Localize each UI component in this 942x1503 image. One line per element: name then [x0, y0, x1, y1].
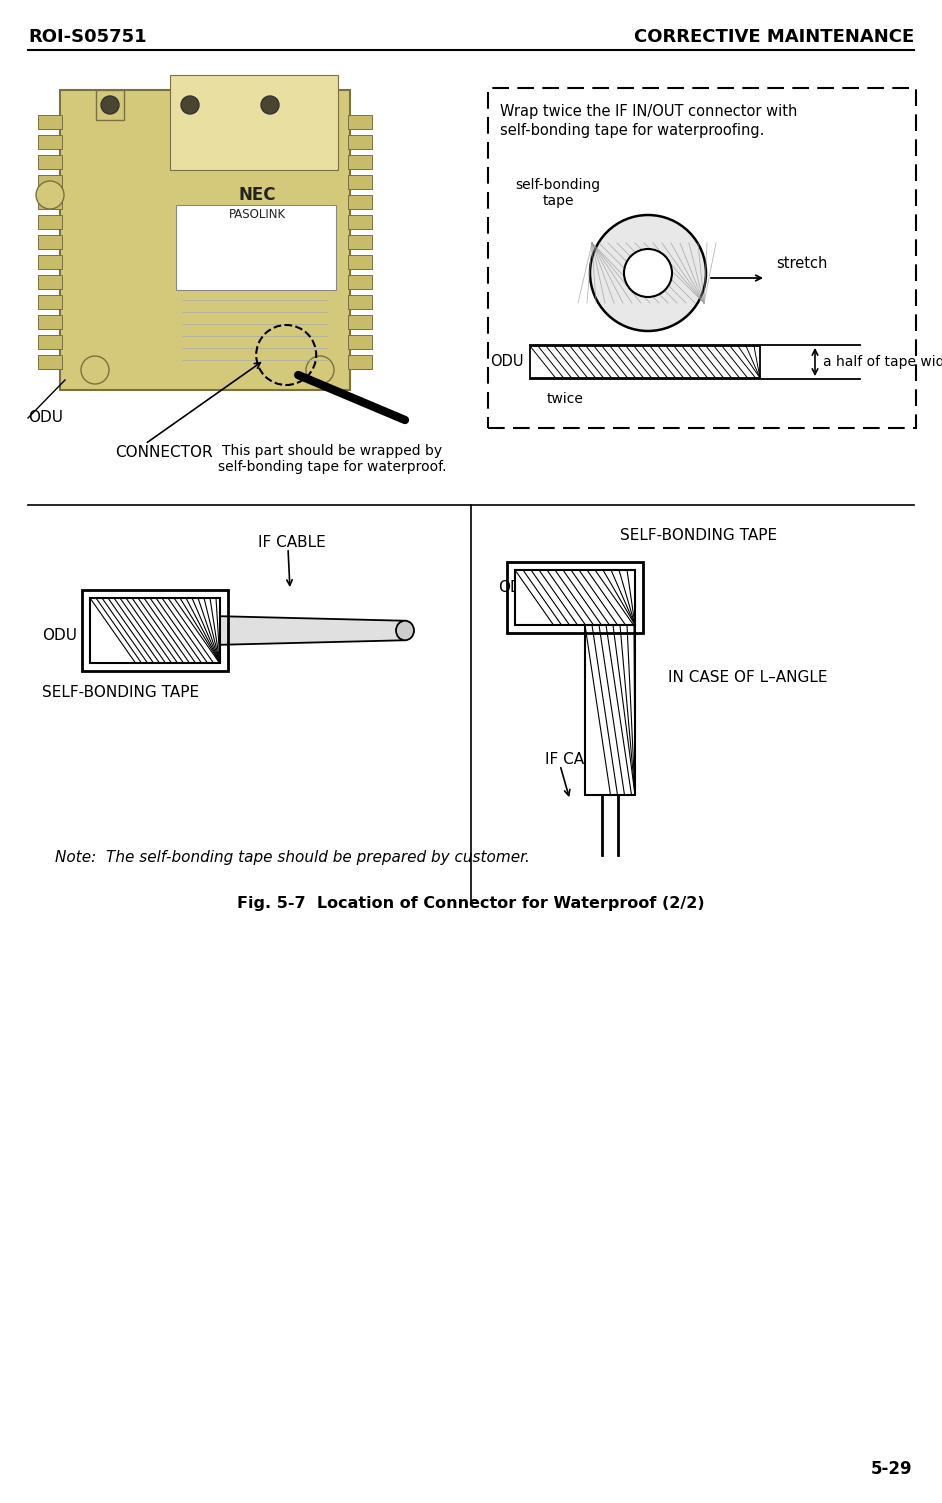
Text: self-bonding tape for waterproofing.: self-bonding tape for waterproofing.: [500, 123, 764, 138]
Text: CONNECTOR: CONNECTOR: [115, 445, 213, 460]
Bar: [256, 90, 284, 120]
Bar: [96, 90, 124, 120]
Text: twice: twice: [546, 392, 583, 406]
Bar: [348, 355, 372, 370]
Circle shape: [101, 96, 119, 114]
Bar: [38, 174, 62, 189]
Text: Note:  The self-bonding tape should be prepared by customer.: Note: The self-bonding tape should be pr…: [55, 851, 529, 866]
Text: IF CABLE: IF CABLE: [258, 535, 326, 550]
Bar: [38, 234, 62, 249]
Bar: [348, 155, 372, 168]
Text: IF CABLE: IF CABLE: [545, 752, 612, 767]
Bar: [38, 316, 62, 329]
Bar: [530, 346, 760, 377]
Circle shape: [261, 96, 279, 114]
Bar: [38, 116, 62, 129]
Bar: [171, 75, 338, 170]
Text: self-bonding
tape: self-bonding tape: [515, 177, 601, 209]
Bar: [38, 256, 62, 269]
Ellipse shape: [396, 621, 414, 640]
Bar: [38, 155, 62, 168]
Bar: [38, 355, 62, 370]
Bar: [515, 570, 635, 625]
Circle shape: [81, 356, 109, 383]
Text: IN CASE OF L–ANGLE: IN CASE OF L–ANGLE: [668, 670, 827, 685]
Bar: [348, 316, 372, 329]
Bar: [488, 89, 916, 428]
Bar: [348, 295, 372, 310]
Circle shape: [36, 180, 64, 209]
Text: ODU: ODU: [498, 580, 533, 595]
Bar: [348, 234, 372, 249]
Bar: [60, 90, 350, 389]
Text: Fig. 5-7  Location of Connector for Waterproof (2/2): Fig. 5-7 Location of Connector for Water…: [237, 896, 705, 911]
Bar: [348, 135, 372, 149]
Bar: [38, 215, 62, 228]
Text: ODU: ODU: [491, 355, 524, 370]
Circle shape: [181, 96, 199, 114]
Text: This part should be wrapped by
self-bonding tape for waterproof.: This part should be wrapped by self-bond…: [218, 443, 447, 475]
Bar: [348, 335, 372, 349]
Text: 5-29: 5-29: [870, 1459, 912, 1477]
Text: SELF-BONDING TAPE: SELF-BONDING TAPE: [620, 528, 777, 543]
Text: PASOLINK: PASOLINK: [229, 209, 285, 221]
Bar: [507, 562, 643, 633]
Bar: [38, 135, 62, 149]
Circle shape: [590, 215, 706, 331]
Text: a half of tape width: a half of tape width: [823, 355, 942, 370]
Text: ODU: ODU: [28, 410, 63, 425]
Circle shape: [306, 356, 334, 383]
Circle shape: [624, 249, 672, 298]
Bar: [348, 256, 372, 269]
Bar: [38, 295, 62, 310]
Bar: [585, 625, 635, 795]
Bar: [348, 215, 372, 228]
Text: NEC: NEC: [238, 186, 276, 204]
Text: CORRECTIVE MAINTENANCE: CORRECTIVE MAINTENANCE: [634, 29, 914, 47]
Bar: [176, 90, 204, 120]
Text: Wrap twice the IF IN/OUT connector with: Wrap twice the IF IN/OUT connector with: [500, 104, 797, 119]
Bar: [348, 174, 372, 189]
Bar: [348, 195, 372, 209]
Bar: [176, 204, 335, 290]
Bar: [38, 275, 62, 289]
Bar: [90, 598, 220, 663]
Text: ODU: ODU: [42, 628, 77, 643]
Text: SELF-BONDING TAPE: SELF-BONDING TAPE: [42, 685, 199, 700]
Polygon shape: [220, 616, 405, 645]
Bar: [348, 116, 372, 129]
Bar: [82, 591, 228, 670]
Text: stretch: stretch: [776, 256, 827, 271]
Bar: [38, 195, 62, 209]
Bar: [38, 335, 62, 349]
Bar: [348, 275, 372, 289]
Text: ROI-S05751: ROI-S05751: [28, 29, 147, 47]
